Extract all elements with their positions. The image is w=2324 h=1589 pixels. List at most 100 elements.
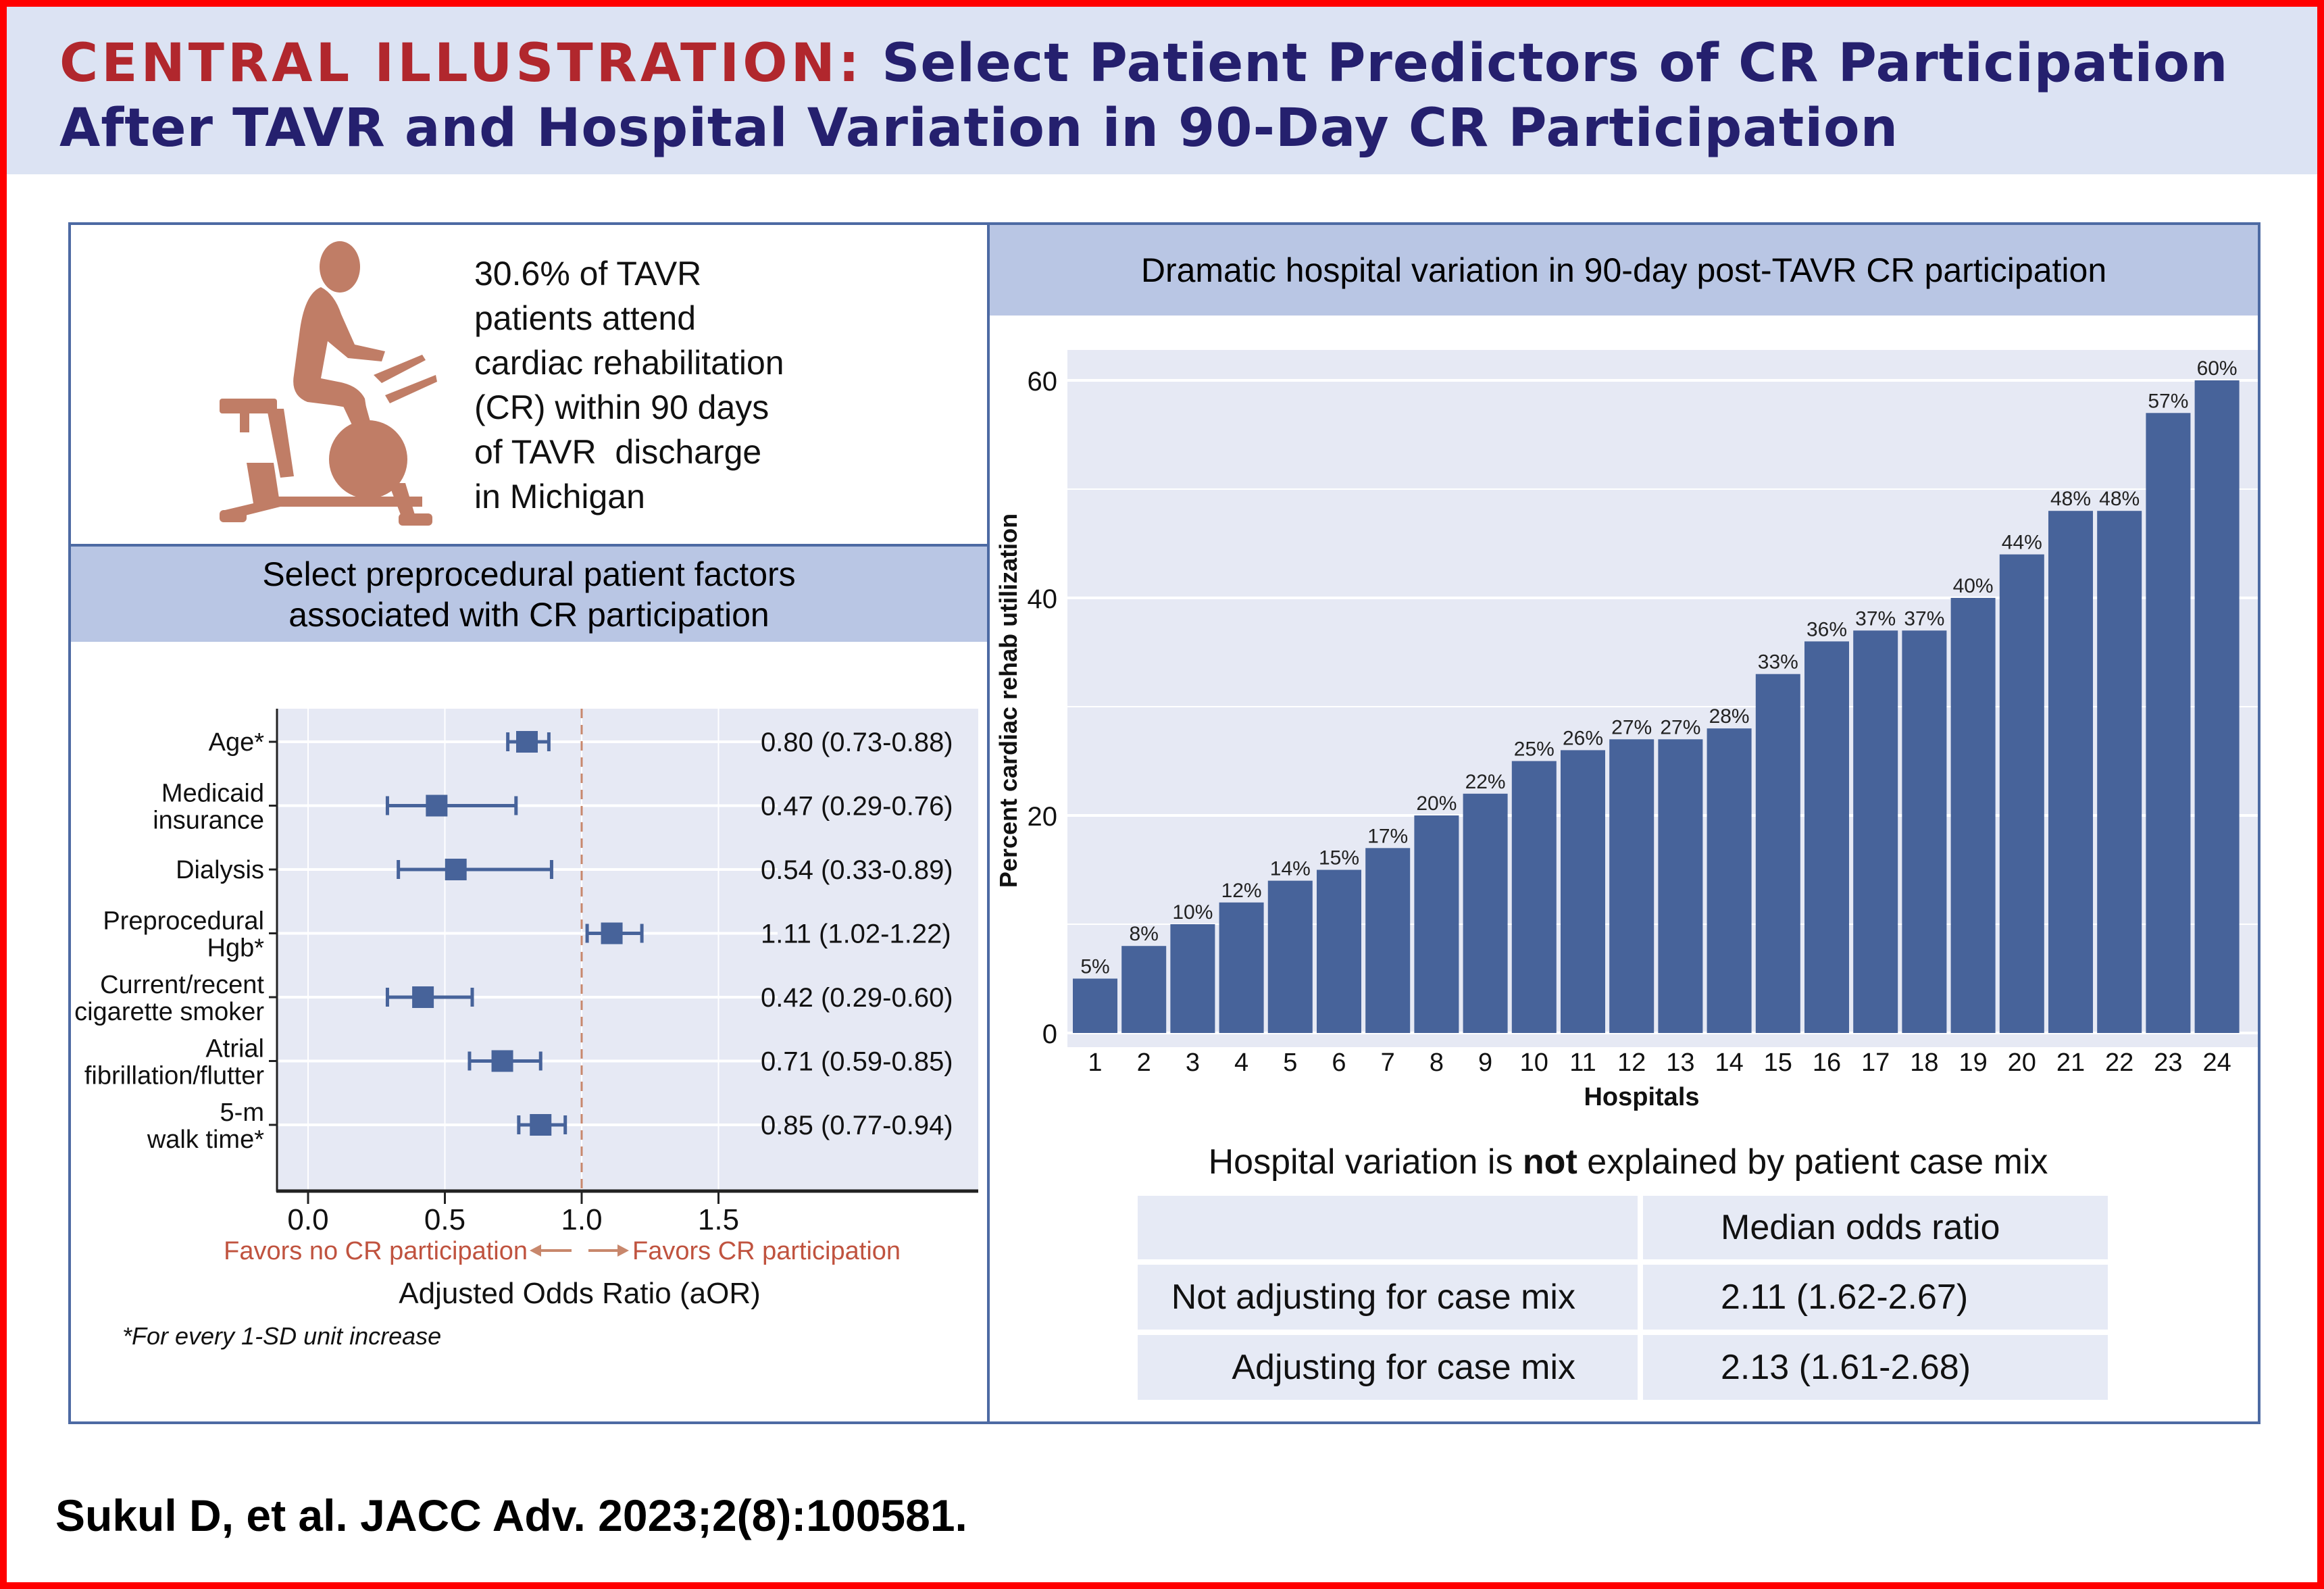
bar-data-label: 48% [2050, 488, 2091, 510]
table-title-pre: Hospital variation is [1208, 1142, 1523, 1182]
table-title-post: explained by patient case mix [1577, 1142, 2048, 1182]
bar-y-tick-label: 0 [1042, 1019, 1057, 1049]
bar [1755, 674, 1800, 1033]
panel-divider [987, 222, 990, 1424]
forest-row-label-line: insurance [153, 807, 264, 835]
forest-row-label: Medicaid insurance [153, 780, 264, 835]
point-estimate [516, 731, 538, 753]
forest-plot-area [277, 709, 978, 1190]
estimate-label: 0.80 (0.73-0.88) [761, 728, 953, 757]
exercise-bike-icon [220, 241, 437, 526]
table-header-row: Median odds ratio [1138, 1196, 2108, 1259]
favors-arrows [530, 1244, 629, 1257]
left-heading-line-2: associated with CR participation [288, 595, 769, 634]
participation-stat: 30.6% of TAVR patients attend cardiac re… [474, 251, 784, 519]
bar-data-label: 5% [1080, 956, 1109, 978]
bar-data-label: 12% [1221, 880, 1262, 902]
bar [2097, 511, 2142, 1033]
forest-row-label-line: Atrial [205, 1035, 264, 1063]
forest-x-axis-label: Adjusted Odds Ratio (aOR) [399, 1277, 761, 1310]
table-cell-value: 2.13 (1.61-2.68) [1643, 1335, 2108, 1400]
table-cell-value: 2.11 (1.62-2.67) [1643, 1265, 2108, 1330]
bar-data-label: 57% [2148, 390, 2188, 412]
bar [1902, 630, 1947, 1033]
bar-x-tick-label: 22 [2105, 1049, 2133, 1077]
favors-no-cr-label: Favors no CR participation [224, 1237, 528, 1265]
table-header-cell: Median odds ratio [1643, 1196, 2108, 1259]
estimate-label: 0.54 (0.33-0.89) [761, 855, 953, 885]
table-title: Hospital variation is not explained by p… [1142, 1142, 2115, 1182]
bar [1999, 554, 2044, 1033]
forest-row-label: Preprocedural Hgb* [103, 907, 264, 963]
point-estimate [426, 794, 448, 817]
point-estimate [412, 986, 434, 1008]
stat-line: in Michigan [474, 478, 645, 515]
forest-row-label-line: Hgb* [207, 934, 265, 963]
citation: Sukul D, et al. JACC Adv. 2023;2(8):1005… [55, 1490, 967, 1540]
bar-chart: 5% 8% 10% 12% 14% 15% 17% 20% 22% 25% 26% 27% 27% 28%… [994, 350, 2258, 1111]
bar-x-tick-label: 12 [1617, 1049, 1646, 1077]
bar-data-label: 27% [1660, 716, 1700, 738]
favors-cr-label: Favors CR participation [632, 1237, 901, 1265]
bar-x-tick-label: 19 [1959, 1049, 1987, 1077]
right-panel-heading: Dramatic hospital variation in 90-day po… [990, 225, 2258, 316]
table-row: Adjusting for case mix 2.13 (1.61-2.68) [1138, 1335, 2108, 1400]
bar-y-axis-label: Percent cardiac rehab utilization [994, 513, 1022, 888]
table-row: Not adjusting for case mix 2.11 (1.62-2.… [1138, 1265, 2108, 1330]
forest-row-label-line: Preprocedural [103, 907, 264, 936]
bar [1707, 728, 1752, 1033]
bar-y-tick-label: 60 [1028, 367, 1058, 397]
bar-x-axis-label: Hospitals [1584, 1083, 1699, 1111]
bar-data-label: 40% [1953, 575, 1994, 597]
bar-x-tick-label: 1 [1088, 1049, 1102, 1077]
bar-y-tick-label: 40 [1028, 584, 1058, 614]
bar [1121, 946, 1167, 1033]
page-title: CENTRAL ILLUSTRATION: Select Patient Pre… [59, 31, 2289, 161]
bar-x-tick-label: 20 [2008, 1049, 2036, 1077]
bar-x-tick-label: 21 [2056, 1049, 2085, 1077]
figure-frame [68, 222, 2260, 1424]
bar-data-label: 36% [1807, 618, 1847, 640]
bar-data-label: 15% [1319, 847, 1359, 869]
bar-x-tick-label: 10 [1520, 1049, 1548, 1077]
forest-row-label: Age* [209, 728, 265, 757]
bar-data-label: 8% [1130, 923, 1159, 945]
bar-x-tick-label: 3 [1186, 1049, 1200, 1077]
bar-data-label: 25% [1514, 738, 1555, 761]
bar-x-tick-label: 4 [1234, 1049, 1248, 1077]
estimate-label: 1.11 (1.02-1.22) [761, 919, 951, 949]
bar-data-label: 37% [1904, 607, 1944, 630]
stat-line: patients attend [474, 299, 697, 337]
forest-row-label-line: Medicaid [161, 780, 264, 808]
bar [2048, 511, 2093, 1033]
estimate-label: 0.47 (0.29-0.76) [761, 792, 953, 822]
median-odds-table: Median odds ratio Not adjusting for case… [1138, 1196, 2108, 1405]
bar [1853, 630, 1898, 1033]
forest-x-tick-label: 0.0 [287, 1203, 328, 1236]
table-cell-label: Adjusting for case mix [1138, 1335, 1638, 1400]
title-line-1: Select Patient Predictors of CR Particip… [863, 33, 2229, 94]
bar [1609, 739, 1654, 1033]
bar-x-tick-label: 18 [1910, 1049, 1938, 1077]
forest-x-tick-label: 0.5 [424, 1203, 465, 1236]
bar-data-label: 48% [2099, 488, 2140, 510]
title-line-2: After TAVR and Hospital Variation in 90-… [59, 98, 1899, 159]
forest-row-label-line: cigarette smoker [74, 998, 264, 1026]
bar-data-label: 20% [1416, 792, 1457, 815]
bar-x-tick-label: 11 [1569, 1049, 1596, 1077]
bar [1804, 641, 1849, 1033]
bar [1414, 815, 1459, 1033]
bar [1170, 924, 1215, 1033]
estimate-label: 0.42 (0.29-0.60) [761, 983, 953, 1013]
bar-data-label: 33% [1758, 651, 1798, 674]
bar-data-label: 10% [1172, 901, 1213, 924]
bar-data-label: 28% [1709, 705, 1750, 728]
bar [1463, 793, 1508, 1033]
bar-x-tick-label: 2 [1137, 1049, 1151, 1077]
point-estimate [601, 922, 623, 944]
bar-data-label: 60% [2197, 357, 2238, 380]
left-section-divider [68, 544, 988, 547]
bar-x-tick-label: 17 [1861, 1049, 1890, 1077]
bar-data-label: 27% [1611, 716, 1652, 738]
point-estimate [445, 859, 467, 880]
